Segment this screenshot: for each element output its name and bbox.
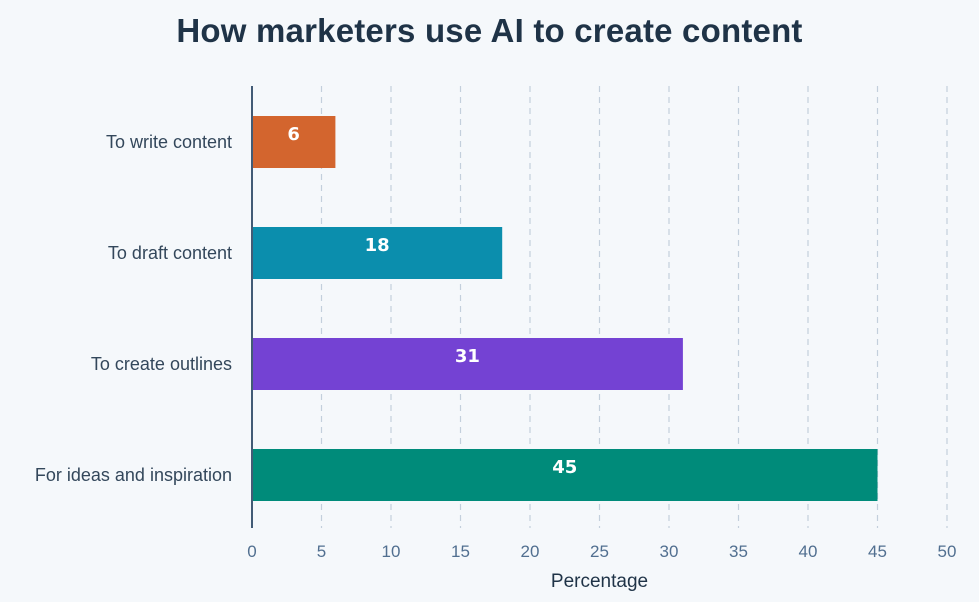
category-labels: To write content To draft content To creat… [35,132,232,485]
x-tick-label-50: 50 [938,542,957,561]
x-tick-label-15: 15 [451,542,470,561]
x-tick-labels: 0 5 10 15 20 25 30 35 40 45 50 [247,542,956,561]
x-axis-title: Percentage [551,571,648,592]
x-tick-label-25: 25 [590,542,609,561]
bar-3 [252,338,683,390]
x-tick-label-30: 30 [660,542,679,561]
bar-4 [252,449,878,501]
value-label-1: 6 [287,124,300,145]
category-label-4: For ideas and inspiration [35,465,232,485]
value-labels: 6 18 31 45 [287,124,577,478]
x-tick-label-10: 10 [382,542,401,561]
category-label-2: To draft content [108,243,232,263]
bar-1 [252,116,336,168]
bar-2 [252,227,503,279]
x-tick-label-5: 5 [317,542,326,561]
x-tick-label-20: 20 [521,542,540,561]
value-label-4: 45 [552,457,577,478]
x-tick-label-0: 0 [247,542,256,561]
bars [252,116,878,501]
value-label-3: 31 [455,346,480,367]
x-tick-label-35: 35 [729,542,748,561]
x-tick-label-45: 45 [868,542,887,561]
value-label-2: 18 [365,235,390,256]
chart-title: How marketers use AI to create content [176,12,803,49]
category-label-3: To create outlines [91,354,232,374]
category-label-1: To write content [106,132,232,152]
x-tick-label-40: 40 [799,542,818,561]
